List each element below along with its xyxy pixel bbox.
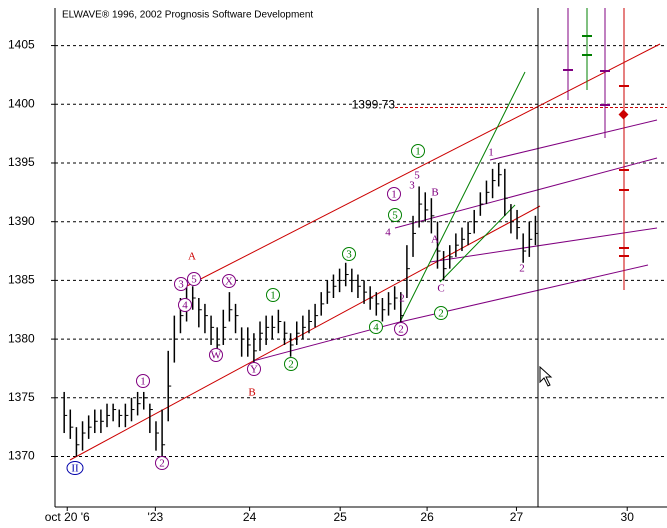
wave-label: 2 [398, 324, 404, 336]
wave-circle [66, 461, 84, 475]
wave-label: Y [250, 364, 258, 376]
reference-label: 1399.73 [352, 98, 396, 112]
wave-label: 5 [191, 274, 197, 286]
trend-line [399, 71, 526, 323]
wave-label: II [71, 463, 79, 475]
wave-circle [187, 272, 201, 286]
x-tick-label: '23 [148, 510, 164, 524]
trend-line [489, 119, 658, 161]
wave-label: C [437, 283, 444, 295]
wave-label: B [431, 187, 438, 199]
wave-label: 1 [140, 376, 146, 388]
wave-label: 4 [385, 227, 391, 239]
wave-circle [394, 322, 408, 336]
wave-circle [411, 144, 425, 158]
wave-label: 2 [288, 359, 294, 371]
wave-label: 5 [392, 210, 398, 222]
wave-label: 5 [414, 170, 420, 182]
wave-label: 3 [178, 279, 184, 291]
wave-label: 3 [346, 249, 352, 261]
wave-circle [284, 357, 298, 371]
y-tick-label: 1370 [8, 449, 35, 463]
x-tick-label: 26 [420, 510, 434, 524]
x-tick-label: 25 [334, 510, 348, 524]
y-tick-label: 1400 [8, 96, 35, 110]
wave-circle [387, 187, 401, 201]
wave-label: 1 [488, 147, 494, 159]
y-tick-label: 1390 [8, 214, 35, 228]
price-bars [63, 162, 539, 457]
projections [563, 8, 629, 290]
wave-label: A [188, 251, 196, 263]
trend-line [184, 43, 661, 288]
x-tick-label: 30 [621, 510, 635, 524]
wave-label: B [248, 387, 255, 399]
wave-label: 1 [391, 189, 397, 201]
wave-label: A [431, 234, 439, 246]
wave-label: W [211, 350, 222, 362]
wave-label: 4 [373, 322, 379, 334]
trend-line [439, 204, 516, 283]
wave-circle [209, 348, 223, 362]
projection-mark [618, 109, 629, 120]
x-tick-label: oct 20 '6 [45, 510, 90, 524]
wave-label: 1 [270, 290, 276, 302]
wave-circle [369, 320, 383, 334]
wave-label: X [225, 276, 233, 288]
trend-line [429, 227, 658, 263]
y-tick-label: 1405 [8, 38, 35, 52]
wave-circle [266, 288, 280, 302]
y-tick-label: 1395 [8, 155, 35, 169]
wave-label: 2 [519, 263, 525, 275]
wave-label: 2 [399, 293, 405, 305]
wave-circle [174, 277, 188, 291]
wave-circle [342, 247, 356, 261]
wave-circle [178, 298, 192, 312]
x-tick-label: 24 [243, 510, 257, 524]
wave-label: 4 [182, 300, 188, 312]
trend-line [394, 157, 658, 229]
wave-label: 3 [409, 180, 415, 192]
wave-circle [247, 362, 261, 376]
wave-label: 2 [438, 308, 444, 320]
wave-circle [434, 306, 448, 320]
wave-circle [136, 374, 150, 388]
x-tick-label: 27 [510, 510, 524, 524]
y-tick-label: 1385 [8, 273, 35, 287]
wave-label: 2 [159, 458, 165, 470]
wave-circle [222, 274, 236, 288]
y-tick-label: 1375 [8, 390, 35, 404]
wave-label: 1 [415, 146, 421, 158]
grid: 1370 1375 1380 1385 1390 1395 1400 1405 oct 20 '… [8, 38, 667, 524]
chart-title: ELWAVE® 1996, 2002 Prognosis Software De… [62, 10, 313, 21]
cursor [539, 365, 553, 387]
wave-circle [388, 208, 402, 222]
wave-circle [155, 456, 169, 470]
y-tick-label: 1380 [8, 331, 35, 345]
